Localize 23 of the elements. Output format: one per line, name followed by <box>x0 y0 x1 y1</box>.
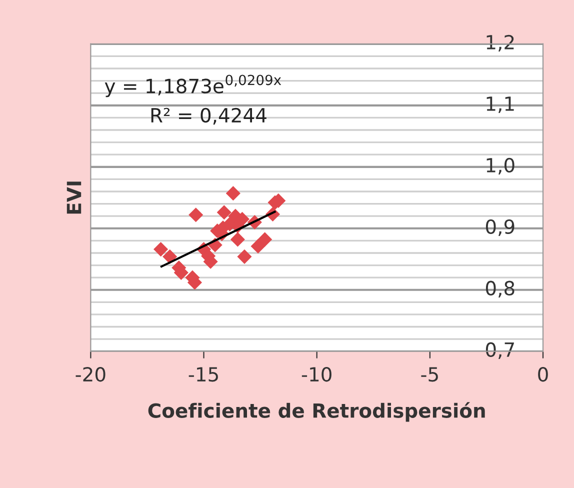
y-tick-label: 0,9 <box>486 219 514 236</box>
y-tick-label: 0,7 <box>486 342 514 359</box>
point <box>216 205 232 220</box>
x-tick-label: -20 <box>76 366 106 382</box>
point <box>162 249 178 264</box>
y-tick-label: 1,2 <box>486 34 514 52</box>
x-tick-label: -10 <box>302 366 332 382</box>
y-tick-label: 1,1 <box>486 96 514 114</box>
x-axis-title: Coeficiente de Retrodispersión <box>148 402 485 422</box>
x-tick-label: 0 <box>538 366 548 382</box>
x-tick-label: -5 <box>421 367 438 382</box>
annotation: R² = 0,4244 <box>151 108 266 125</box>
point <box>226 186 240 201</box>
y-axis-title: EVI <box>66 182 82 214</box>
y-tick-label: 0,8 <box>486 280 514 298</box>
point <box>250 238 266 254</box>
point <box>188 208 204 222</box>
point <box>230 232 245 247</box>
y-tick-label: 1,0 <box>486 158 514 175</box>
x-tick-label: -15 <box>188 367 218 382</box>
point <box>154 242 168 257</box>
point <box>258 232 272 247</box>
point <box>237 249 252 264</box>
